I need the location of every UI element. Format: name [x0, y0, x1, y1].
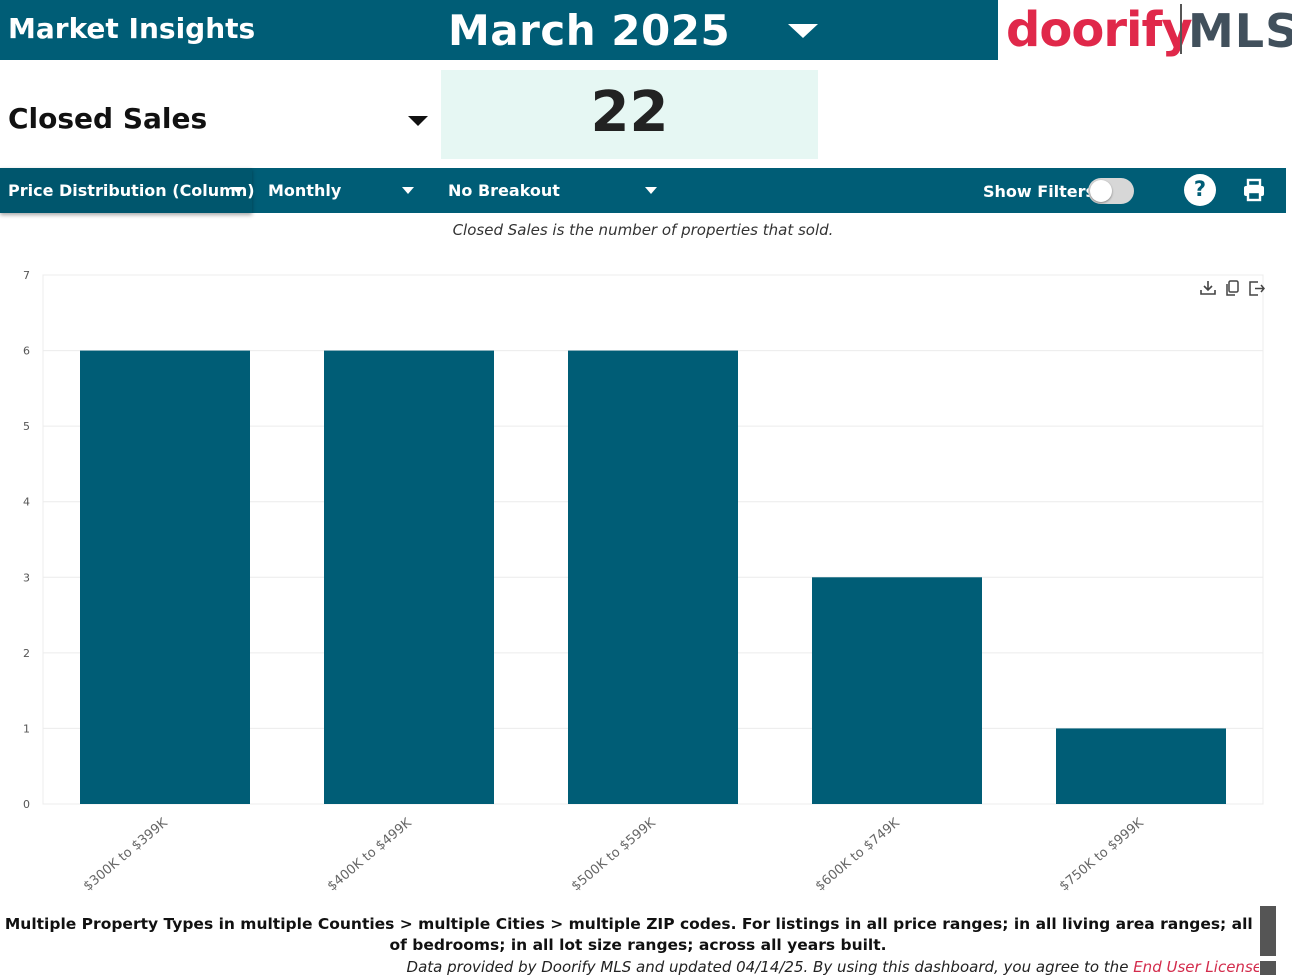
price-distribution-chart: 0 1 2 3 4 5 6 7 $300K to $399K $400K to $499K $500…	[23, 269, 1264, 894]
toolbar: Price Distribution (Column) Monthly No B…	[0, 168, 1286, 213]
help-glyph: ?	[1193, 177, 1207, 201]
filter-summary: Multiple Property Types in multiple Coun…	[4, 915, 1272, 954]
breakout-label: No Breakout	[448, 181, 560, 200]
logo-divider	[1180, 4, 1182, 54]
metric-description: Closed Sales is the number of properties…	[452, 221, 834, 239]
y-tick-label: 5	[23, 420, 30, 433]
end-user-license-link[interactable]: End User License	[1133, 958, 1262, 975]
breakout-dropdown[interactable]: No Breakout	[440, 168, 665, 213]
view-dropdown[interactable]: Price Distribution (Column)	[0, 168, 255, 213]
caret-down-icon	[788, 24, 818, 38]
x-tick-label: $500K to $599K	[569, 815, 659, 894]
kpi-value: 22	[590, 80, 669, 145]
header-bar: Market Insights March 2025	[0, 0, 998, 60]
x-tick-label: $600K to $749K	[813, 815, 903, 894]
scrollbar-thumb[interactable]	[1260, 906, 1276, 956]
y-tick-label: 0	[23, 798, 30, 811]
download-icon[interactable]	[1198, 278, 1218, 298]
kpi-box: 22	[441, 70, 818, 159]
chart-export-tools	[1198, 278, 1270, 298]
caret-down-icon	[645, 187, 657, 194]
y-tick-label: 7	[23, 269, 30, 282]
metric-label: Closed Sales	[8, 102, 208, 135]
scrollbar[interactable]	[1259, 906, 1277, 975]
scrollbar-arrow[interactable]	[1260, 961, 1276, 975]
y-tick-label: 4	[23, 496, 30, 509]
month-label: March 2025	[448, 6, 731, 55]
caret-down-icon	[402, 187, 414, 194]
app-title: Market Insights	[8, 12, 256, 45]
x-tick-label: $400K to $499K	[325, 815, 415, 894]
help-icon[interactable]: ?	[1184, 174, 1216, 206]
x-tick-label: $300K to $399K	[81, 815, 171, 894]
copy-icon[interactable]	[1222, 278, 1242, 298]
y-tick-label: 6	[23, 345, 30, 358]
view-label: Price Distribution (Column)	[8, 181, 255, 200]
bar[interactable]	[324, 350, 494, 804]
disclaimer-text: Data provided by Doorify MLS and updated…	[406, 958, 1129, 975]
show-filters-label: Show Filters:	[983, 182, 1102, 201]
bar[interactable]	[1056, 728, 1226, 804]
data-disclaimer: Data provided by Doorify MLS and updated…	[0, 958, 1262, 975]
doorify-mls-logo: doorify MLS	[1000, 0, 1292, 60]
caret-down-icon	[408, 116, 428, 126]
metric-dropdown[interactable]: Closed Sales	[0, 80, 440, 160]
bar[interactable]	[812, 577, 982, 804]
y-tick-label: 2	[23, 647, 30, 660]
period-label: Monthly	[268, 181, 342, 200]
caret-down-icon	[232, 187, 244, 194]
period-dropdown[interactable]: Monthly	[260, 168, 425, 213]
bar[interactable]	[80, 350, 250, 804]
toggle-knob	[1090, 180, 1112, 202]
month-dropdown[interactable]: March 2025	[448, 2, 828, 58]
y-tick-label: 1	[23, 722, 30, 735]
logo-suffix: MLS	[1188, 4, 1292, 58]
x-tick-label: $750K to $999K	[1057, 815, 1147, 894]
print-icon[interactable]	[1242, 178, 1266, 202]
y-tick-label: 3	[23, 571, 30, 584]
bar[interactable]	[568, 350, 738, 804]
show-filters-toggle[interactable]	[1088, 178, 1134, 204]
export-icon[interactable]	[1246, 278, 1266, 298]
logo-brand: doorify	[1006, 2, 1193, 58]
